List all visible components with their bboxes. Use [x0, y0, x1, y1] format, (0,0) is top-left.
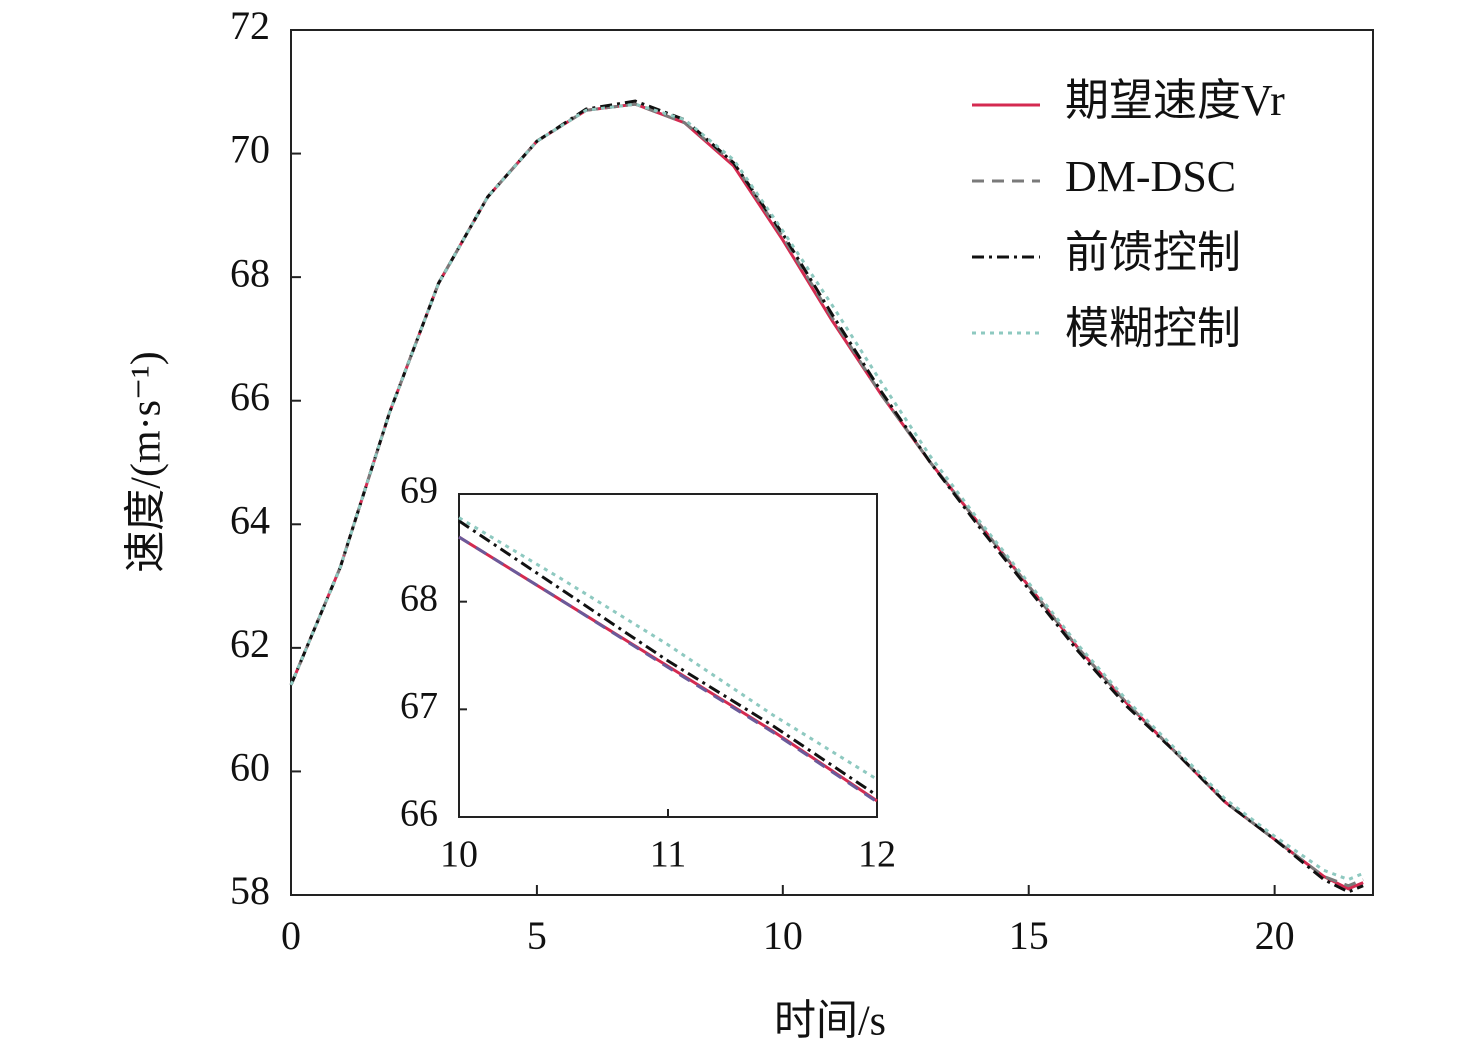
- x-tick-label: 5: [527, 913, 547, 958]
- y-tick-label: 64: [230, 497, 270, 542]
- series-line: [458, 519, 878, 797]
- y-axis-label: 速度/(m·s⁻¹): [124, 351, 170, 572]
- y-tick-label: 70: [230, 127, 270, 172]
- legend-label: 模糊控制: [1065, 304, 1241, 353]
- y-tick-label: 68: [400, 577, 438, 619]
- y-tick-label: 58: [230, 868, 270, 913]
- y-tick-label: 68: [230, 250, 270, 295]
- series-group: [289, 99, 1364, 894]
- y-tick-label: 72: [230, 3, 270, 48]
- x-tick-label: 0: [281, 913, 301, 958]
- x-tick-label: 10: [763, 913, 803, 958]
- series-line: [458, 535, 878, 804]
- y-tick-label: 66: [400, 793, 438, 835]
- legend-label: 前馈控制: [1065, 228, 1241, 277]
- plot-frame: [458, 493, 878, 818]
- series-line: [289, 99, 1364, 894]
- y-tick-label: 69: [400, 470, 438, 512]
- series-line: [289, 102, 1364, 882]
- x-tick-label: 20: [1255, 913, 1295, 958]
- x-tick-label: 10: [440, 834, 478, 876]
- x-tick-label: 15: [1009, 913, 1049, 958]
- y-tick-label: 60: [230, 745, 270, 790]
- legend-label: DM-DSC: [1065, 152, 1236, 201]
- legend-label: 期望速度Vr: [1065, 76, 1285, 125]
- y-tick-label: 62: [230, 621, 270, 666]
- x-tick-label: 12: [858, 834, 896, 876]
- series-group: [458, 516, 878, 804]
- y-tick-label: 66: [230, 374, 270, 419]
- x-axis-label: 时间/s: [774, 999, 886, 1045]
- x-tick-label: 11: [650, 834, 687, 876]
- series-line: [458, 516, 878, 781]
- y-tick-label: 67: [400, 685, 438, 727]
